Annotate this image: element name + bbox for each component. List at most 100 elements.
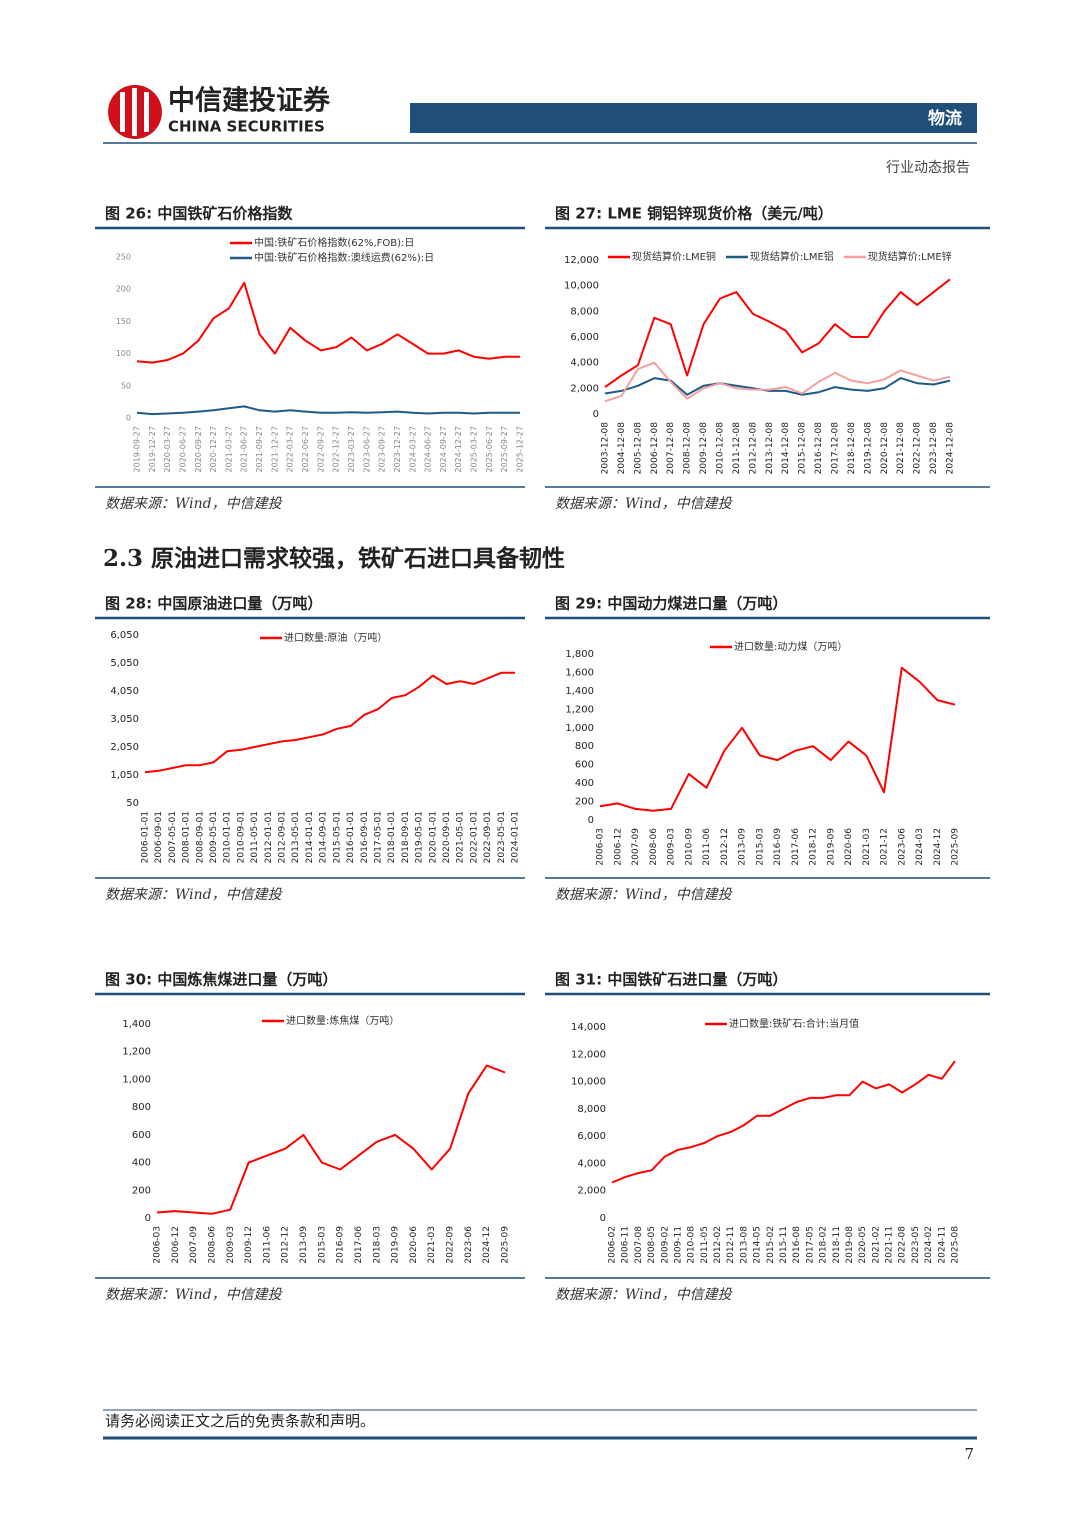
x-tick-label: 2019-09 [391, 1226, 401, 1264]
x-tick-label: 2024-12 [933, 828, 943, 866]
x-tick-label: 2021-03 [427, 1226, 437, 1264]
x-tick-label: 2021-12 [880, 828, 890, 866]
x-tick-label: 2024-02 [924, 1226, 934, 1264]
x-tick-label: 2019-09-27 [133, 426, 142, 473]
x-tick-label: 2011-06 [702, 828, 712, 866]
figure-source: 数据来源：Wind，中信建投 [105, 1287, 284, 1303]
y-tick-label: 400 [575, 778, 594, 789]
x-tick-label: 2022-12-27 [332, 426, 341, 473]
x-tick-label: 2025-09-27 [500, 426, 509, 473]
y-tick-label: 200 [116, 285, 131, 294]
y-tick-label: 5,050 [110, 658, 139, 669]
y-tick-label: 0 [145, 1213, 151, 1224]
x-tick-label: 2021-09-27 [255, 426, 264, 473]
x-tick-label: 2017-05-01 [373, 811, 383, 863]
figure-title: 图 27: LME 铜铝锌现货价格（美元/吨） [555, 205, 833, 223]
legend-label: 现货结算价:LME铝 [750, 250, 834, 263]
x-tick-label: 2006-02 [608, 1226, 618, 1264]
x-tick-label: 2005-12-08 [633, 422, 643, 475]
x-tick-label: 2022-09 [446, 1226, 456, 1264]
x-tick-label: 2009-12 [244, 1226, 254, 1264]
x-tick-label: 2018-12-08 [847, 422, 857, 475]
x-tick-label: 2018-01-01 [387, 811, 397, 863]
x-tick-label: 2010-09 [684, 828, 694, 866]
y-tick-label: 800 [575, 741, 594, 752]
x-tick-label: 2012-11 [726, 1226, 736, 1264]
x-tick-label: 2020-09-01 [442, 811, 452, 863]
figure-source: 数据来源：Wind，中信建投 [105, 887, 284, 903]
x-tick-label: 2008-06 [207, 1226, 217, 1264]
x-tick-label: 2017-06 [354, 1226, 364, 1264]
disclaimer: 请务必阅读正文之后的免责条款和声明。 [105, 1412, 375, 1430]
y-tick-label: 1,800 [565, 649, 594, 660]
x-tick-label: 2021-12-08 [896, 422, 906, 475]
y-tick-label: 1,000 [565, 723, 594, 734]
x-tick-label: 2008-06 [649, 828, 659, 866]
x-tick-label: 2016-09 [773, 828, 783, 866]
y-tick-label: 0 [588, 815, 594, 826]
x-tick-label: 2012-12 [281, 1226, 291, 1264]
x-tick-label: 2014-01-01 [305, 811, 315, 863]
x-tick-label: 2023-06 [897, 828, 907, 866]
legend-label: 中国:铁矿石价格指数(62%,FOB):日 [254, 236, 414, 249]
x-tick-label: 2024-01-01 [511, 811, 521, 863]
x-tick-label: 2006-11 [621, 1226, 631, 1264]
x-tick-label: 2021-05-01 [456, 811, 466, 863]
y-tick-label: 600 [575, 760, 594, 771]
x-tick-label: 2020-01-01 [428, 811, 438, 863]
x-tick-label: 2004-12-08 [617, 422, 627, 475]
x-tick-label: 2022-09-27 [316, 426, 325, 473]
figure-source: 数据来源：Wind，中信建投 [555, 496, 734, 512]
x-tick-label: 2012-09-01 [278, 811, 288, 863]
y-tick-label: 100 [116, 349, 131, 358]
x-tick-label: 2012-12 [720, 828, 730, 866]
legend-label: 进口数量:炼焦煤（万吨） [286, 1014, 399, 1027]
x-tick-label: 2013-05-01 [291, 811, 301, 863]
x-tick-label: 2017-12-08 [831, 422, 841, 475]
x-tick-label: 2024-03 [915, 828, 925, 866]
x-tick-label: 2014-09-01 [319, 811, 329, 863]
header-bar [410, 103, 977, 133]
x-tick-label: 2006-01-01 [141, 811, 151, 863]
x-tick-label: 2022-08 [898, 1226, 908, 1264]
figure-source: 数据来源：Wind，中信建投 [555, 887, 734, 903]
x-tick-label: 2023-12-27 [393, 426, 402, 473]
x-tick-label: 2024-11 [937, 1226, 947, 1264]
x-tick-label: 2023-06-27 [362, 426, 371, 473]
x-tick-label: 2014-05 [753, 1226, 763, 1264]
x-tick-label: 2017-05 [805, 1226, 815, 1264]
x-tick-label: 2012-02 [713, 1226, 723, 1264]
x-tick-label: 2013-09 [299, 1226, 309, 1264]
y-tick-label: 2,000 [577, 1186, 606, 1197]
x-tick-label: 2021-12-27 [270, 426, 279, 473]
x-tick-label: 2009-05-01 [209, 811, 219, 863]
x-tick-label: 2012-01-01 [264, 811, 274, 863]
x-tick-label: 2024-12-27 [454, 426, 463, 473]
y-tick-label: 250 [116, 253, 131, 262]
x-tick-label: 2024-12-08 [946, 422, 956, 475]
y-tick-label: 6,000 [577, 1131, 606, 1142]
x-tick-label: 2024-06-27 [424, 426, 433, 473]
x-tick-label: 2020-12-08 [880, 422, 890, 475]
x-tick-label: 2020-06-27 [178, 426, 187, 473]
x-tick-label: 2025-12-27 [516, 426, 525, 473]
y-tick-label: 8,000 [570, 306, 599, 317]
x-tick-label: 2018-12 [809, 828, 819, 866]
sector: 物流 [928, 108, 962, 129]
x-tick-label: 2019-12-27 [148, 426, 157, 473]
y-tick-label: 1,600 [565, 667, 594, 678]
y-tick-label: 12,000 [571, 1049, 606, 1060]
x-tick-label: 2007-05-01 [168, 811, 178, 863]
y-tick-label: 0 [593, 409, 599, 420]
x-tick-label: 2025-06-27 [485, 426, 494, 473]
y-tick-label: 2,050 [110, 742, 139, 753]
x-tick-label: 2011-06 [262, 1226, 272, 1264]
x-tick-label: 2024-12 [482, 1226, 492, 1264]
x-tick-label: 2007-08 [634, 1226, 644, 1264]
x-tick-label: 2023-05-01 [497, 811, 507, 863]
y-tick-label: 0 [600, 1213, 606, 1224]
x-tick-label: 2021-03 [862, 828, 872, 866]
x-tick-label: 2022-09-01 [483, 811, 493, 863]
